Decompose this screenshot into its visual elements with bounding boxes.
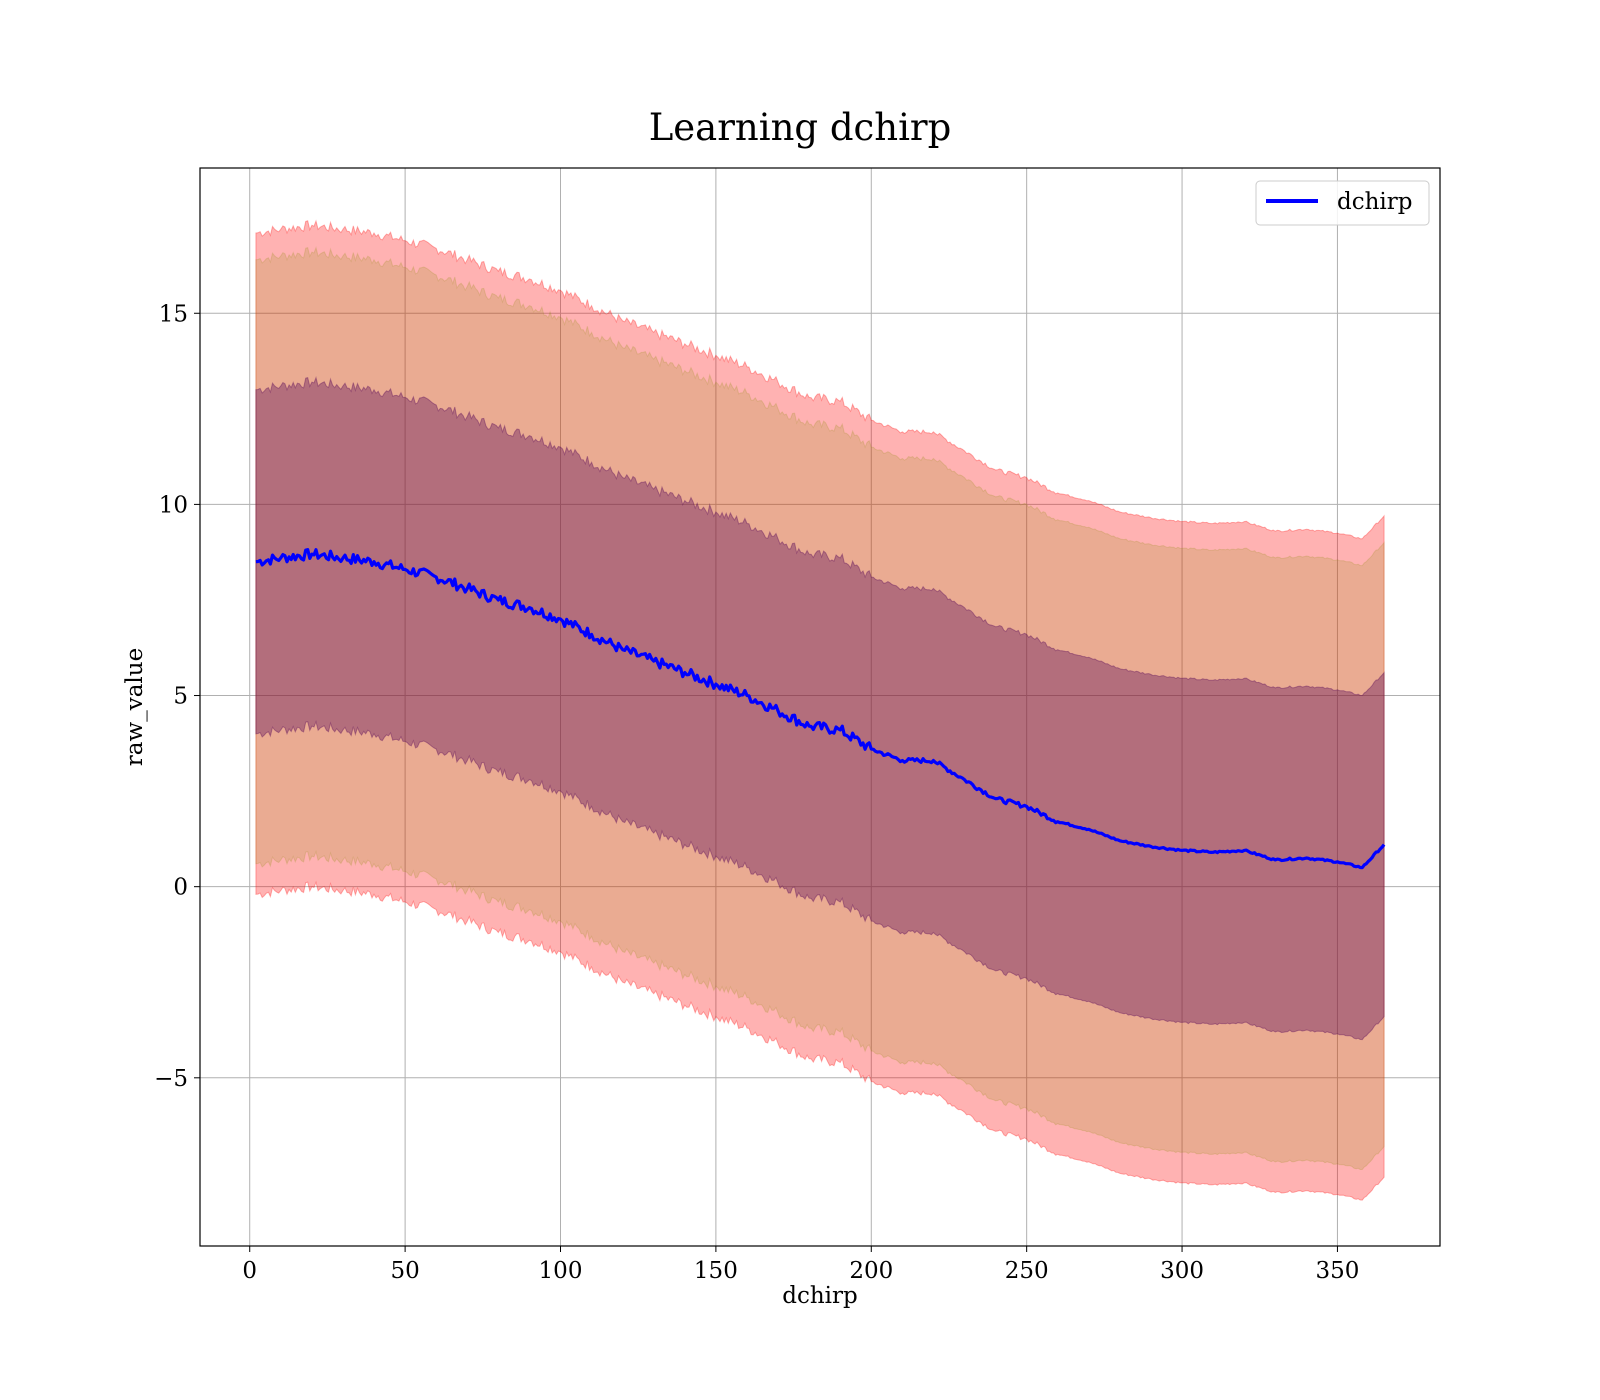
- y-tick-label: 10: [159, 492, 188, 518]
- x-axis-ticks: 0 50 100 150 200 250 300 350: [242, 1246, 1359, 1284]
- chart-title: Learning dchirp: [649, 106, 952, 149]
- x-tick-label: 0: [242, 1258, 257, 1284]
- x-axis-label: dchirp: [782, 1283, 858, 1309]
- band-0: [255, 219, 1385, 1201]
- x-tick-label: 50: [390, 1258, 419, 1284]
- band-1: [255, 246, 1385, 1170]
- y-axis-ticks: −5 0 5 10 15: [154, 301, 200, 1092]
- std-bands: [255, 219, 1385, 1201]
- y-tick-label: 5: [173, 684, 188, 710]
- plot-frame: [199, 167, 1441, 1247]
- y-tick-label: 0: [173, 875, 188, 901]
- legend-box: [1255, 180, 1430, 226]
- series-lines: [255, 547, 1386, 870]
- y-tick-label: −5: [154, 1066, 188, 1092]
- y-axis-label: raw_value: [122, 648, 148, 766]
- grid-lines: [200, 168, 1440, 1246]
- series-line-dchirp: [255, 547, 1386, 870]
- x-tick-label: 100: [539, 1258, 583, 1284]
- y-tick-label: 15: [159, 301, 188, 327]
- x-tick-label: 350: [1315, 1258, 1359, 1284]
- band-2: [255, 376, 1385, 1041]
- legend-label-dchirp: dchirp: [1337, 189, 1413, 215]
- legend: dchirp: [1255, 180, 1430, 226]
- x-tick-label: 200: [849, 1258, 893, 1284]
- x-tick-label: 300: [1160, 1258, 1204, 1284]
- x-tick-label: 250: [1005, 1258, 1049, 1284]
- x-tick-label: 150: [694, 1258, 738, 1284]
